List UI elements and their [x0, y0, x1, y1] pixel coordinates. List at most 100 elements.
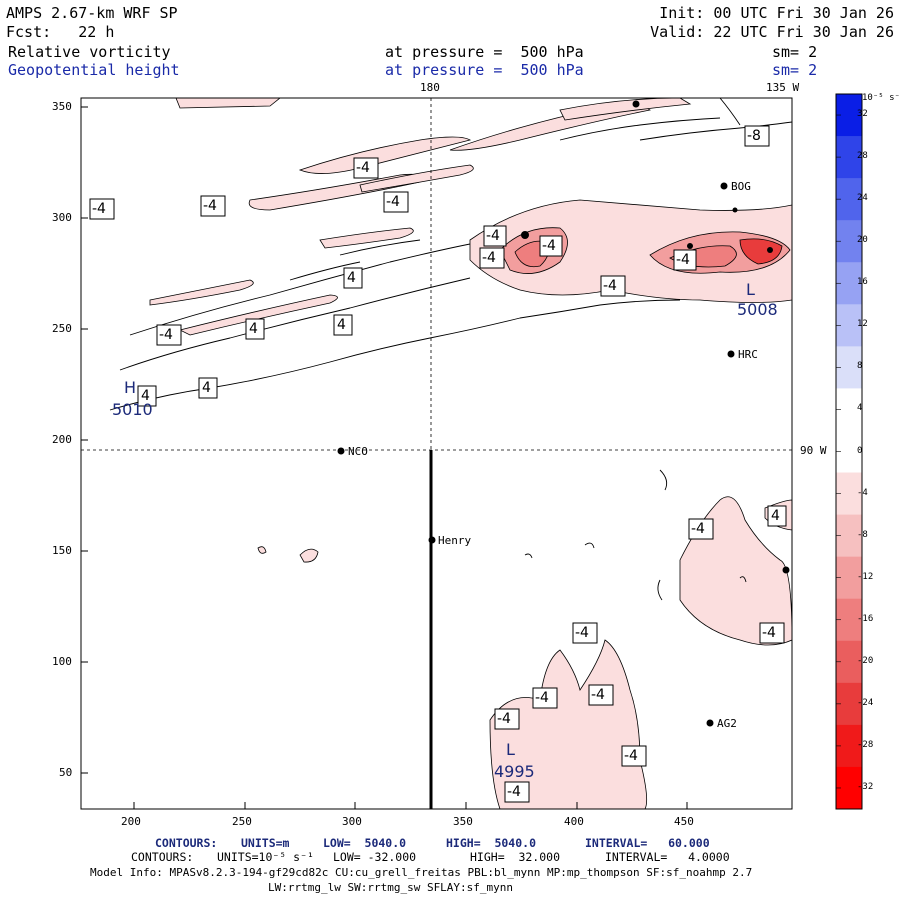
- forecast-hour: Fcst: 22 h: [6, 23, 115, 41]
- station-marker: [337, 447, 345, 455]
- vort-contour: [119, 277, 471, 371]
- contour-label: 4: [337, 317, 346, 333]
- colorbar-tick-label: -16: [857, 613, 874, 624]
- vort-region: [257, 546, 267, 554]
- contour-label: -4: [762, 625, 776, 641]
- station-label-bog: BOG: [731, 180, 751, 193]
- y-tick-label: 250: [52, 322, 72, 335]
- field1-smooth: sm= 2: [772, 43, 818, 61]
- contour-label-box: [89, 198, 115, 220]
- colorbar-tick-label: 16: [857, 277, 868, 288]
- y-tick-label: 50: [59, 766, 73, 779]
- colorbar-tick-label: 4: [857, 403, 863, 414]
- vort-core: [687, 243, 693, 249]
- model-info-2: LW:rrtmg_lw SW:rrtmg_sw SFLAY:sf_mynn: [268, 881, 514, 894]
- vort-region: [469, 199, 792, 303]
- station-marker: [782, 566, 790, 574]
- vort-core: [732, 207, 738, 213]
- contour-label-box: [539, 235, 563, 257]
- vort-contour: [524, 553, 533, 559]
- vort-region: [449, 105, 651, 151]
- high-center-marker: H: [124, 378, 137, 397]
- contour-label-box: [688, 518, 714, 540]
- station-label-ag2: AG2: [717, 717, 737, 730]
- x-tick-label: 450: [674, 815, 694, 828]
- high-center-value: 5010: [112, 400, 153, 419]
- vort-contour: [339, 239, 421, 256]
- model-info: Model Info: MPASv8.2.3-194-gf29cd82c CU:…: [90, 866, 753, 879]
- contour-label: -4: [92, 201, 106, 217]
- contour-label-box: [767, 505, 787, 527]
- contour-label: -4: [542, 238, 556, 254]
- colorbar-tick-label: 20: [857, 235, 868, 246]
- field2-level: at pressure = 500 hPa: [385, 61, 584, 79]
- vort-region: [178, 294, 338, 336]
- vort-contour: [659, 469, 668, 491]
- contour-label-box: [343, 267, 363, 289]
- meridian-135w-label: 135 W: [766, 81, 800, 94]
- contours1-interval: INTERVAL= 60.000: [585, 836, 710, 850]
- vort-contour: [129, 243, 471, 336]
- vort-region: [559, 98, 692, 121]
- contour-label: 4: [141, 388, 150, 404]
- colorbar-tick-label: 12: [857, 319, 868, 330]
- colorbar-tick-label: 24: [857, 193, 868, 204]
- contours1-low: LOW= 5040.0: [323, 836, 407, 850]
- contour-label: -4: [591, 687, 605, 703]
- contours2-low: LOW= -32.000: [333, 850, 417, 864]
- x-tick-label: 300: [342, 815, 362, 828]
- contour-label: -4: [575, 625, 589, 641]
- contour-label: -4: [203, 198, 217, 214]
- colorbar-tick-label: -8: [857, 529, 868, 540]
- vort-region: [359, 164, 474, 193]
- vort-region: [298, 136, 472, 174]
- parallel-90w-label: 90 W: [800, 444, 827, 457]
- vort-region: [149, 279, 254, 306]
- contours1-high: HIGH= 5040.0: [446, 836, 537, 850]
- low-center-marker: L: [746, 280, 755, 299]
- contour-label: -4: [159, 327, 173, 343]
- colorbar-tick-label: 0: [857, 445, 863, 456]
- vort-contour: [639, 121, 792, 141]
- colorbar-tick-label: -4: [857, 487, 868, 498]
- vort-contour: [657, 579, 663, 601]
- contour-label: -8: [747, 128, 761, 144]
- contour-label-box: [673, 249, 697, 271]
- x-tick-label: 400: [564, 815, 584, 828]
- contour-label-box: [333, 314, 353, 336]
- contour-label: -4: [535, 690, 549, 706]
- vort-contour: [559, 117, 721, 141]
- contour-label: -4: [356, 160, 370, 176]
- colorbar-tick-label: -32: [857, 781, 874, 792]
- plot-frame: [80, 97, 793, 810]
- contour-label-box: [483, 225, 507, 247]
- contour-label: -4: [676, 252, 690, 268]
- colorbar-tick-label: -12: [857, 571, 874, 582]
- contour-label-box: [200, 195, 226, 217]
- contour-label-box: [479, 247, 505, 269]
- contour-label: 4: [202, 380, 211, 396]
- colorbar-tick-label: 28: [857, 151, 868, 162]
- contour-label-box: [137, 385, 157, 407]
- vort-region: [175, 98, 281, 109]
- colorbar-tick-label: -28: [857, 739, 874, 750]
- contours1-units: UNITS=m: [241, 836, 290, 850]
- station-marker: [727, 350, 735, 358]
- colorbar-frame: [835, 93, 863, 810]
- station-marker: [706, 719, 714, 727]
- station-marker: [632, 100, 640, 108]
- contours2-interval: INTERVAL= 4.0000: [605, 850, 730, 864]
- field1-name: Relative vorticity: [8, 43, 171, 61]
- y-tick-label: 100: [52, 655, 72, 668]
- colorbar-tick-label: -24: [857, 697, 874, 708]
- vort-contour: [584, 542, 595, 549]
- vort-contour: [719, 98, 741, 126]
- contours2-units: UNITS=10⁻⁵ s⁻¹: [217, 850, 314, 864]
- y-tick-label: 150: [52, 544, 72, 557]
- contour-label-box: [494, 708, 520, 730]
- x-tick-label: 250: [232, 815, 252, 828]
- contour-label: -4: [624, 748, 638, 764]
- contour-label: 4: [771, 508, 780, 524]
- vort-contour: [739, 576, 747, 583]
